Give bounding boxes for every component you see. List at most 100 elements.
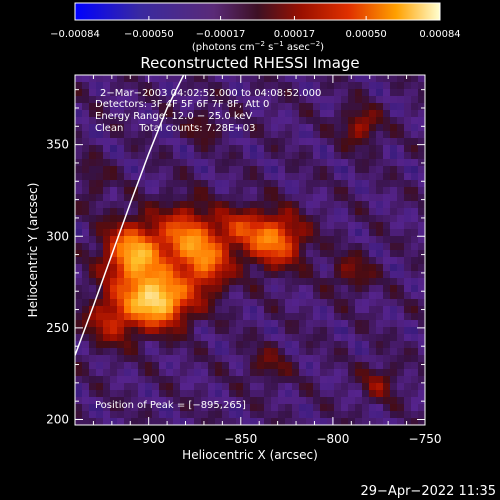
heatmap-cell bbox=[229, 327, 236, 334]
heatmap-cell bbox=[194, 131, 201, 138]
heatmap-cell bbox=[264, 215, 271, 222]
heatmap-cell bbox=[418, 390, 425, 397]
heatmap-cell bbox=[411, 194, 418, 201]
heatmap-cell bbox=[215, 236, 222, 243]
heatmap-cell bbox=[159, 103, 166, 110]
heatmap-cell bbox=[229, 418, 236, 425]
heatmap-cell bbox=[124, 418, 131, 425]
heatmap-cell bbox=[292, 103, 299, 110]
colorbar-tick-label: 0.00017 bbox=[274, 29, 315, 40]
heatmap-cell bbox=[320, 222, 327, 229]
heatmap-cell bbox=[89, 236, 96, 243]
heatmap-cell bbox=[334, 124, 341, 131]
heatmap-cell bbox=[75, 299, 82, 306]
heatmap-cell bbox=[383, 229, 390, 236]
heatmap-cell bbox=[236, 348, 243, 355]
heatmap-cell bbox=[341, 341, 348, 348]
heatmap-cell bbox=[124, 173, 131, 180]
heatmap-cell bbox=[194, 306, 201, 313]
heatmap-cell bbox=[222, 285, 229, 292]
heatmap-cell bbox=[369, 159, 376, 166]
heatmap-cell bbox=[411, 390, 418, 397]
heatmap-cell bbox=[362, 145, 369, 152]
heatmap-cell bbox=[222, 292, 229, 299]
heatmap-cell bbox=[271, 376, 278, 383]
heatmap-cell bbox=[131, 404, 138, 411]
heatmap-cell bbox=[173, 369, 180, 376]
heatmap-cell bbox=[187, 355, 194, 362]
heatmap-cell bbox=[278, 103, 285, 110]
heatmap-cell bbox=[243, 362, 250, 369]
heatmap-cell bbox=[201, 229, 208, 236]
heatmap-cell bbox=[215, 383, 222, 390]
heatmap-cell bbox=[355, 215, 362, 222]
heatmap-cell bbox=[222, 411, 229, 418]
heatmap-cell bbox=[285, 187, 292, 194]
heatmap-cell bbox=[397, 82, 404, 89]
heatmap-cell bbox=[152, 390, 159, 397]
heatmap-cell bbox=[250, 152, 257, 159]
heatmap-cell bbox=[299, 362, 306, 369]
heatmap-cell bbox=[271, 166, 278, 173]
heatmap-cell bbox=[89, 285, 96, 292]
heatmap-cell bbox=[341, 327, 348, 334]
heatmap-cell bbox=[355, 117, 362, 124]
heatmap-cell bbox=[208, 166, 215, 173]
heatmap-cell bbox=[271, 159, 278, 166]
heatmap-cell bbox=[229, 215, 236, 222]
heatmap-cell bbox=[348, 117, 355, 124]
heatmap-cell bbox=[117, 397, 124, 404]
heatmap-cell bbox=[369, 187, 376, 194]
heatmap-cell bbox=[117, 96, 124, 103]
heatmap-cell bbox=[103, 362, 110, 369]
heatmap-cell bbox=[313, 383, 320, 390]
heatmap-cell bbox=[215, 348, 222, 355]
heatmap-cell bbox=[180, 292, 187, 299]
heatmap-cell bbox=[215, 285, 222, 292]
heatmap-cell bbox=[117, 138, 124, 145]
heatmap-cell bbox=[404, 271, 411, 278]
heatmap-cell bbox=[82, 341, 89, 348]
heatmap-cell bbox=[313, 152, 320, 159]
heatmap-cell bbox=[222, 320, 229, 327]
heatmap-cell bbox=[243, 138, 250, 145]
heatmap-cell bbox=[257, 145, 264, 152]
heatmap-cell bbox=[348, 180, 355, 187]
heatmap-cell bbox=[96, 306, 103, 313]
heatmap-cell bbox=[138, 194, 145, 201]
heatmap-cell bbox=[250, 362, 257, 369]
heatmap-cell bbox=[110, 187, 117, 194]
heatmap-cell bbox=[82, 355, 89, 362]
heatmap-cell bbox=[362, 243, 369, 250]
heatmap-cell bbox=[187, 89, 194, 96]
heatmap-cell bbox=[215, 173, 222, 180]
colorbar-ticks: −0.00084 −0.00050 −0.00017 0.00017 0.00050 0.… bbox=[50, 16, 461, 40]
heatmap-cell bbox=[236, 418, 243, 425]
heatmap-cell bbox=[236, 103, 243, 110]
heatmap-cell bbox=[306, 243, 313, 250]
heatmap-cell bbox=[355, 383, 362, 390]
heatmap-cell bbox=[341, 250, 348, 257]
heatmap-cell bbox=[173, 334, 180, 341]
heatmap-cell bbox=[138, 362, 145, 369]
heatmap-cell bbox=[320, 194, 327, 201]
heatmap-cell bbox=[194, 194, 201, 201]
heatmap-cell bbox=[348, 264, 355, 271]
heatmap-cell bbox=[222, 194, 229, 201]
heatmap-cell bbox=[397, 271, 404, 278]
heatmap-cell bbox=[201, 180, 208, 187]
heatmap-cell bbox=[306, 327, 313, 334]
heatmap-cell bbox=[145, 117, 152, 124]
heatmap-cell bbox=[145, 362, 152, 369]
heatmap-cell bbox=[299, 208, 306, 215]
heatmap-cell bbox=[166, 222, 173, 229]
heatmap-cell bbox=[96, 383, 103, 390]
heatmap-cell bbox=[166, 159, 173, 166]
heatmap-cell bbox=[418, 145, 425, 152]
heatmap-cell bbox=[348, 285, 355, 292]
heatmap-cell bbox=[271, 222, 278, 229]
heatmap-cell bbox=[306, 264, 313, 271]
heatmap-cell bbox=[327, 96, 334, 103]
heatmap-cell bbox=[187, 383, 194, 390]
heatmap-cell bbox=[173, 138, 180, 145]
